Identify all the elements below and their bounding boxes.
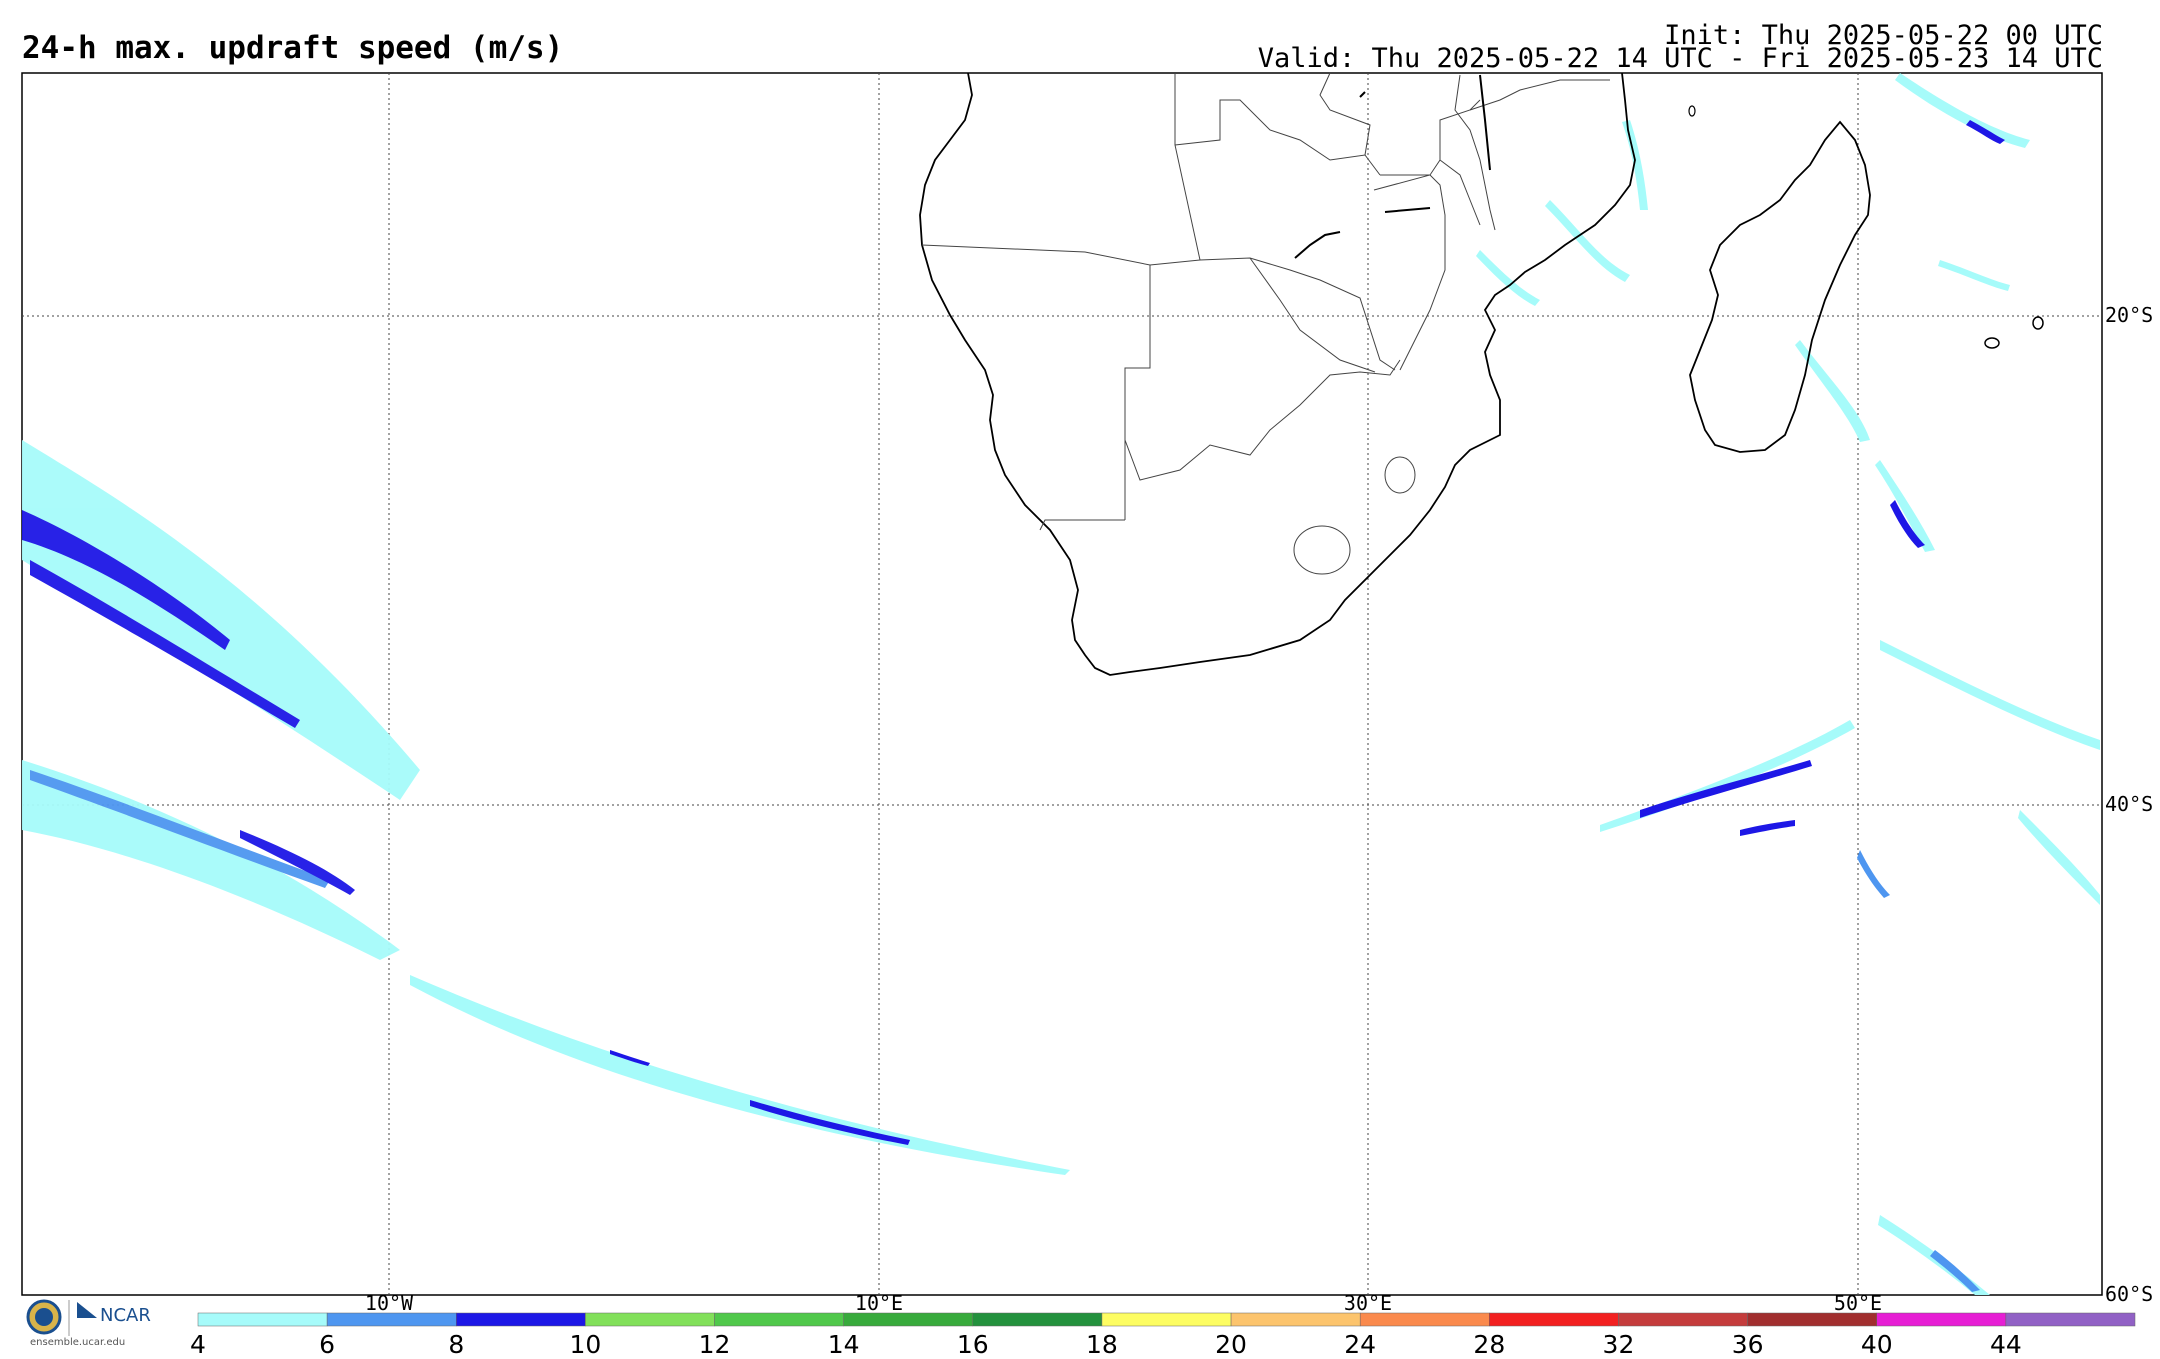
africa-coastline [919, 72, 1636, 676]
colorbar-swatch [456, 1312, 586, 1327]
map-title: 24-h max. updraft speed (m/s) [22, 30, 564, 66]
lon-label-30e: 30°E [1343, 1291, 1393, 1315]
graticule [22, 73, 2102, 1295]
colorbar-swatch [1101, 1312, 1232, 1327]
colorbar-tick-label: 8 [448, 1330, 465, 1359]
lat-label-60s: 60°S [2105, 1282, 2154, 1306]
colorbar-tick-label: 18 [1086, 1330, 1118, 1359]
init-time: Init: Thu 2025-05-22 00 UTC [1664, 20, 2103, 51]
lon-label-10e: 10°E [854, 1291, 904, 1315]
colorbar-tick-label: 40 [1860, 1330, 1893, 1359]
reunion-outline [2032, 316, 2044, 330]
colorbar-swatch [1876, 1312, 2007, 1327]
lat-label-20s: 20°S [2105, 303, 2154, 327]
lakes [1294, 74, 1491, 259]
colorbar-swatch [1489, 1312, 1619, 1327]
colorbar-swatch [972, 1312, 1103, 1327]
colorbar-tick-label: 14 [827, 1330, 860, 1359]
country-borders [921, 72, 1610, 575]
colorbar-tick-label: 20 [1215, 1330, 1247, 1359]
colorbar-swatch [197, 1312, 328, 1327]
ncar-logo-text: NCAR [100, 1305, 151, 1326]
logo-url: ensemble.ucar.edu [30, 1337, 126, 1348]
colorbar-swatch [1230, 1312, 1361, 1327]
colorbar-tick-label: 4 [190, 1330, 206, 1359]
colorbar-swatch [1618, 1312, 1748, 1327]
lon-label-10w: 10°W [364, 1291, 414, 1315]
colorbar-tick-label: 32 [1602, 1330, 1635, 1359]
colorbar-tick-label: 36 [1731, 1330, 1764, 1359]
colorbar-swatch [585, 1312, 715, 1327]
colorbar-tick-label: 44 [1989, 1330, 2022, 1359]
madagascar-outline [1689, 120, 1871, 453]
mauritius-outline [1984, 337, 2000, 349]
colorbar [197, 1312, 2136, 1327]
valid-time: Valid: Thu 2025-05-22 14 UTC - Fri 2025-… [1257, 43, 2103, 74]
colorbar-tick-label: 6 [319, 1330, 336, 1359]
updraft-field-south-atlantic [410, 975, 1070, 1175]
lat-label-40s: 40°S [2105, 792, 2154, 816]
colorbar-tick-label: 28 [1473, 1330, 1506, 1359]
colorbar-tick-label: 24 [1344, 1330, 1377, 1359]
colorbar-swatch [2005, 1312, 2136, 1327]
colorbar-swatch [714, 1312, 844, 1327]
updraft-field-southwest [22, 440, 420, 960]
updraft-field-northeast [1476, 73, 2030, 442]
lon-label-50e: 50°E [1833, 1291, 1883, 1315]
nsf-logo [26, 1299, 97, 1336]
colorbar-tick-label: 10 [569, 1330, 602, 1359]
colorbar-tick-label: 12 [698, 1330, 731, 1359]
updraft-field-southeast [1600, 460, 2100, 1295]
lesotho-outline [1293, 525, 1351, 575]
colorbar-tick-label: 16 [956, 1330, 989, 1359]
eswatini-outline [1384, 456, 1416, 494]
comoros-outline [1688, 105, 1696, 117]
map-frame [21, 72, 2103, 1296]
